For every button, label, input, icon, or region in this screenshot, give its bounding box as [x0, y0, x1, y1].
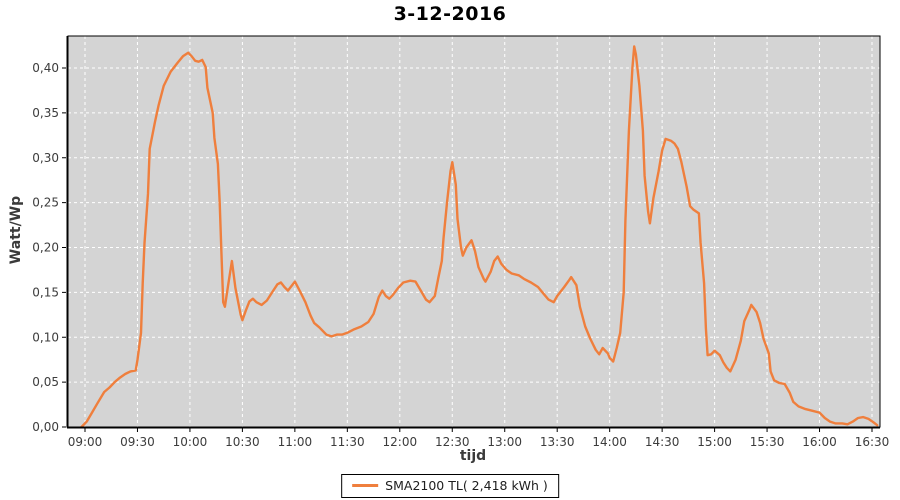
y-tick-label: 0,00	[32, 420, 59, 434]
chart-title: 3-12-2016	[393, 3, 507, 25]
x-tick-label: 16:30	[855, 435, 890, 449]
x-tick-labels: 09:00 09:30 10:00 10:30 11:00 11:30 12:00 12:30…	[68, 435, 890, 449]
x-tick-label: 11:30	[330, 435, 365, 449]
y-tick-label: 0,10	[32, 330, 59, 344]
x-tick-label: 10:00	[173, 435, 208, 449]
series-line-sma2100	[80, 45, 879, 429]
x-tick-label: 13:30	[540, 435, 575, 449]
x-tick-label: 14:00	[592, 435, 627, 449]
legend: SMA2100 TL( 2,418 kWh )	[341, 474, 559, 498]
legend-line-swatch	[352, 484, 379, 487]
tick-marks	[62, 67, 873, 432]
y-tick-label: 0,40	[32, 61, 59, 75]
y-tick-label: 0,15	[32, 285, 59, 299]
x-tick-label: 14:30	[645, 435, 680, 449]
x-tick-label: 11:00	[278, 435, 313, 449]
x-tick-label: 09:30	[120, 435, 155, 449]
x-tick-label: 15:30	[750, 435, 785, 449]
y-tick-label: 0,30	[32, 151, 59, 165]
x-tick-label: 15:00	[697, 435, 732, 449]
x-tick-label: 10:30	[225, 435, 260, 449]
y-tick-label: 0,25	[32, 196, 59, 210]
x-tick-label: 12:00	[383, 435, 418, 449]
y-tick-label: 0,05	[32, 375, 59, 389]
y-tick-label: 0,35	[32, 106, 59, 120]
legend-label: SMA2100 TL( 2,418 kWh )	[385, 478, 548, 493]
x-tick-label: 16:00	[802, 435, 837, 449]
x-tick-label: 12:30	[435, 435, 470, 449]
x-tick-label: 13:00	[487, 435, 522, 449]
y-tick-label: 0,20	[32, 241, 59, 255]
plot-background	[68, 36, 880, 427]
y-tick-labels: 0,00 0,05 0,10 0,15 0,20 0,25 0,30 0,35 0,40	[32, 61, 59, 434]
x-axis-title: tijd	[459, 448, 487, 464]
y-axis-title: Watt/Wp	[8, 195, 24, 265]
x-tick-label: 09:00	[68, 435, 103, 449]
